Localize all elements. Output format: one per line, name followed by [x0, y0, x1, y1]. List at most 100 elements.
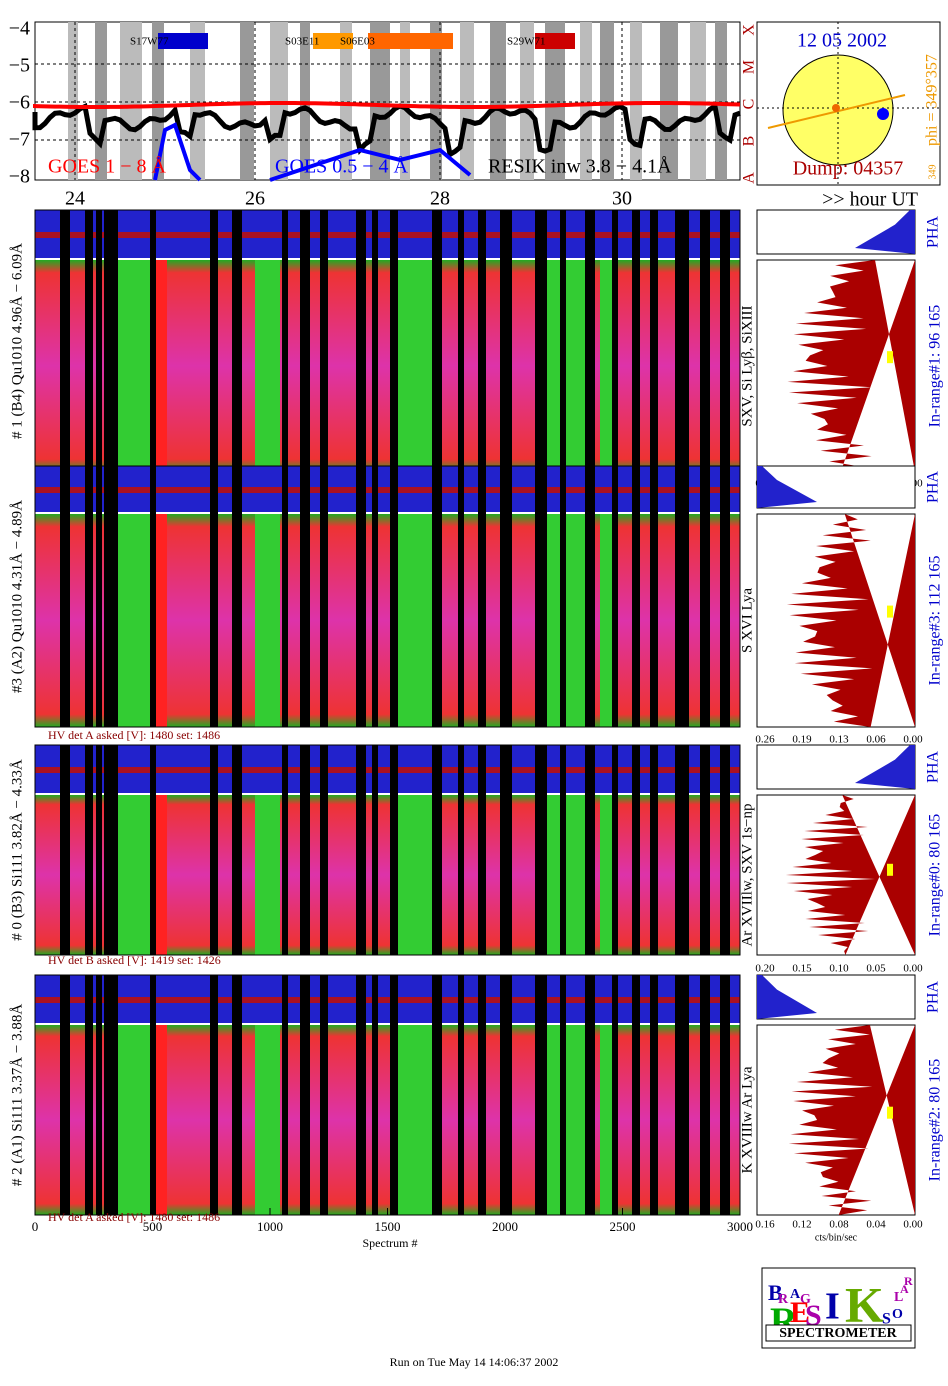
- black-band: [700, 745, 710, 955]
- x-tick-label: 1000: [257, 1219, 283, 1234]
- black-band: [612, 210, 618, 472]
- pha: PHA: [925, 216, 942, 248]
- green-band: [395, 260, 432, 472]
- black-band: [390, 466, 398, 727]
- black-band: [356, 210, 366, 472]
- black-band: [320, 975, 328, 1215]
- strip-line: [35, 487, 740, 493]
- black-band: [675, 210, 689, 472]
- x-tick-label: 30: [612, 188, 632, 210]
- in-range: In-range#0: 80 165: [927, 814, 944, 937]
- black-band: [390, 975, 398, 1215]
- black-band: [650, 745, 658, 955]
- hist-shape: [786, 514, 915, 727]
- black-band: [85, 975, 93, 1215]
- footer: Run on Tue May 14 14:06:37 2002: [390, 1355, 559, 1369]
- hist-tick: 0.19: [792, 734, 812, 746]
- green-band: [600, 514, 612, 727]
- legend: GOES 1 − 8 Å: [48, 156, 167, 178]
- black-band: [720, 745, 730, 955]
- logo-letter: K: [845, 1276, 884, 1332]
- x-tick-label: 2500: [610, 1219, 636, 1234]
- green-band: [115, 1025, 150, 1215]
- red-band: [155, 1025, 167, 1215]
- shade: [240, 22, 254, 180]
- black-band: [432, 210, 442, 472]
- black-band: [320, 210, 328, 472]
- logo-letter: R: [904, 1274, 913, 1288]
- red-band: [155, 514, 167, 727]
- logo-letter: L: [894, 1290, 903, 1305]
- ar-box: [368, 33, 453, 49]
- black-band: [300, 975, 310, 1215]
- x-tick-label: 1500: [375, 1219, 401, 1234]
- black-band: [60, 210, 70, 472]
- x-tick-label: 3000: [727, 1219, 753, 1234]
- black-band: [104, 745, 118, 955]
- black-band: [535, 745, 547, 955]
- shade: [460, 22, 474, 180]
- pha: PHA: [925, 471, 942, 503]
- black-band: [458, 210, 464, 472]
- goes-long: [32, 102, 741, 159]
- black-band: [150, 466, 156, 727]
- logo-letter: A: [900, 1282, 909, 1296]
- line-ids: K XVIIIw Ar Lya: [739, 1066, 755, 1173]
- black-band: [282, 466, 288, 727]
- shade: [490, 22, 506, 180]
- black-band: [632, 210, 640, 472]
- pha-shape: [757, 975, 817, 1019]
- x-tick-label: 26: [245, 188, 265, 210]
- hist-shape: [785, 795, 915, 955]
- legend: RESIK inw 3.8 − 4.1Å: [488, 156, 672, 178]
- pha: PHA: [925, 751, 942, 783]
- black-band: [585, 210, 595, 472]
- black-band: [60, 466, 70, 727]
- y-tick-label: −8: [9, 166, 30, 188]
- black-band: [500, 975, 512, 1215]
- x-tick-label: 0: [32, 1219, 39, 1234]
- black-band: [650, 466, 658, 727]
- black-band: [612, 745, 618, 955]
- black-band: [104, 975, 118, 1215]
- black-band: [150, 745, 156, 955]
- goes-red: [33, 100, 741, 110]
- black-band: [60, 975, 70, 1215]
- black-band: [210, 975, 218, 1215]
- green-band: [255, 1025, 280, 1215]
- black-band: [104, 466, 118, 727]
- logo-letter: G: [800, 1292, 811, 1307]
- phi: phi = 349°357: [924, 54, 941, 146]
- black-band: [372, 975, 378, 1215]
- black-band: [612, 466, 618, 727]
- black-band: [535, 975, 547, 1215]
- black-band: [535, 210, 547, 472]
- black-band: [675, 745, 689, 955]
- black-band: [458, 466, 464, 727]
- sat: [877, 108, 889, 120]
- red-band: [155, 260, 167, 472]
- black-band: [232, 466, 242, 727]
- hist-tick: 0.10: [829, 963, 849, 975]
- green-band: [255, 260, 280, 472]
- black-band: [104, 210, 118, 472]
- hist-tick: 0.06: [866, 734, 886, 746]
- y-tick-label: −5: [9, 55, 30, 77]
- black-band: [356, 975, 366, 1215]
- pha-shape: [855, 745, 915, 789]
- black-band: [585, 466, 595, 727]
- black-band: [720, 210, 730, 472]
- green-band: [600, 1025, 612, 1215]
- black-band: [675, 466, 689, 727]
- black-band: [432, 466, 442, 727]
- black-band: [210, 210, 218, 472]
- x-tick-label: 500: [143, 1219, 163, 1234]
- ar-box: [313, 33, 353, 49]
- shade: [400, 22, 410, 180]
- green-band: [255, 795, 280, 955]
- in-range: In-range#1: 96 165: [927, 305, 944, 428]
- black-band: [560, 210, 566, 472]
- logo-letter: E: [790, 1296, 810, 1329]
- class-label: C: [741, 99, 758, 110]
- hist-tick: 0.00: [903, 1219, 923, 1231]
